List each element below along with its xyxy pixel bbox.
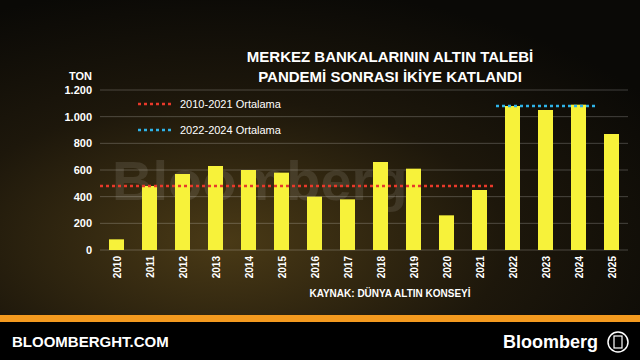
- x-tick-label: 2010: [112, 256, 123, 279]
- logo-icon: [614, 336, 622, 348]
- x-tick-label: 2015: [277, 256, 288, 279]
- footer-stripe: [0, 315, 640, 322]
- y-tick-label: 1.200: [64, 84, 92, 96]
- x-tick-label: 2019: [409, 256, 420, 279]
- y-tick-label: 200: [74, 217, 92, 229]
- bar: [373, 162, 388, 250]
- bar: [406, 169, 421, 250]
- x-tick-label: 2017: [343, 256, 354, 279]
- y-tick-label: 800: [74, 137, 92, 149]
- bar: [571, 105, 586, 250]
- x-tick-label: 2022: [508, 256, 519, 279]
- x-tick-label: 2013: [211, 256, 222, 279]
- x-tick-label: 2020: [442, 256, 453, 279]
- y-tick-label: 400: [74, 191, 92, 203]
- y-tick-label: 0: [86, 244, 92, 256]
- title: MERKEZ BANKALARININ ALTIN TALEBİ: [247, 48, 533, 65]
- chart-svg: Bloomberg MERKEZ BANKALARININ ALTIN TALEB…: [0, 0, 640, 360]
- footer-bar: [0, 322, 640, 360]
- bar: [472, 190, 487, 250]
- y-tick-label: 600: [74, 164, 92, 176]
- subtitle: PANDEMİ SONRASI İKİYE KATLANDI: [258, 68, 522, 85]
- bar: [604, 134, 619, 250]
- x-tick-label: 2014: [244, 256, 255, 279]
- bar: [175, 174, 190, 250]
- legend-label: 2010-2021 Ortalama: [180, 98, 282, 110]
- footer-left: BLOOMBERGHT.COM: [12, 333, 169, 350]
- x-tick-label: 2011: [145, 256, 156, 278]
- logo-icon: [608, 332, 628, 352]
- footer-right: Bloomberg: [503, 332, 598, 352]
- x-tick-label: 2025: [607, 256, 618, 279]
- x-tick-label: 2021: [475, 256, 486, 279]
- bar: [109, 239, 124, 250]
- bar: [142, 186, 157, 250]
- bar: [538, 110, 553, 250]
- source: KAYNAK: DÜNYA ALTIN KONSEYİ: [309, 287, 470, 299]
- x-tick-label: 2016: [310, 256, 321, 279]
- y-tick-label: 1.000: [64, 111, 92, 123]
- legend-label: 2022-2024 Ortalama: [180, 124, 282, 136]
- background: [0, 0, 640, 322]
- legend-swatch: [138, 103, 174, 106]
- legend-swatch: [138, 129, 174, 132]
- x-tick-label: 2018: [376, 256, 387, 279]
- bar: [208, 166, 223, 250]
- x-tick-label: 2024: [574, 256, 585, 279]
- x-tick-label: 2012: [178, 256, 189, 279]
- page: {"chart_data": {"type": "bar", "title": …: [0, 0, 640, 360]
- bar: [274, 173, 289, 250]
- bar: [439, 215, 454, 250]
- bar: [505, 106, 520, 250]
- reference-line: [496, 105, 595, 108]
- bar: [340, 199, 355, 250]
- chart-container: Bloomberg MERKEZ BANKALARININ ALTIN TALEB…: [0, 0, 640, 360]
- grid-line: [100, 90, 628, 91]
- x-tick-label: 2023: [541, 256, 552, 279]
- bar: [307, 197, 322, 250]
- plot-group: [100, 105, 619, 250]
- bar: [241, 170, 256, 250]
- y-axis-label: TON: [69, 70, 92, 82]
- reference-line: [100, 185, 496, 188]
